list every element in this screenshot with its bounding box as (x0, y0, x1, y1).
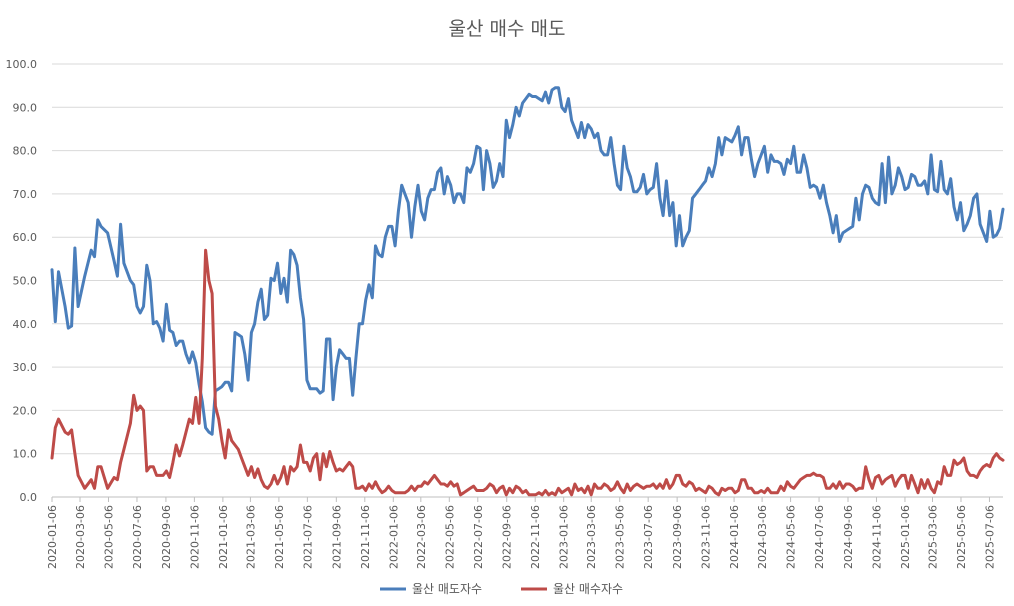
x-tick-label: 2022-11-06 (529, 505, 542, 569)
x-tick-label: 2025-01-06 (899, 505, 912, 569)
y-tick-label: 10.0 (13, 448, 38, 461)
x-tick-label: 2023-03-06 (585, 505, 598, 569)
x-tick-label: 2020-03-06 (74, 505, 87, 569)
x-tick-label: 2023-07-06 (642, 505, 655, 569)
gridlines (52, 63, 1003, 498)
x-tick-label: 2025-05-06 (955, 505, 968, 569)
x-tick-label: 2022-07-06 (472, 505, 485, 569)
x-tick-label: 2024-07-06 (813, 505, 826, 569)
legend-label: 울산 매도자수 (412, 582, 482, 596)
y-tick-label: 70.0 (13, 188, 38, 201)
y-tick-label: 30.0 (13, 361, 38, 374)
x-tick-label: 2021-07-06 (301, 505, 314, 569)
x-tick-label: 2025-03-06 (927, 505, 940, 569)
x-tick-label: 2021-09-06 (330, 505, 343, 569)
x-tick-label: 2021-01-06 (217, 505, 230, 569)
x-tick-label: 2022-03-06 (415, 505, 428, 569)
x-tick-label: 2023-01-06 (558, 505, 571, 569)
y-tick-label: 60.0 (13, 231, 38, 244)
legend-label: 울산 매수자수 (553, 582, 623, 596)
x-tick-label: 2020-01-06 (46, 505, 59, 569)
x-tick-label: 2020-09-06 (160, 505, 173, 569)
x-tick-label: 2025-09-06 (1012, 505, 1014, 569)
series-line-seller (50, 86, 1005, 436)
y-tick-label: 90.0 (13, 101, 38, 114)
x-tick-label: 2023-11-06 (700, 505, 713, 569)
x-tick-label: 2024-11-06 (870, 505, 883, 569)
series-lines (50, 86, 1005, 497)
y-tick-label: 50.0 (13, 275, 38, 288)
x-tick-label: 2020-11-06 (188, 505, 201, 569)
x-tick-label: 2021-05-06 (273, 505, 286, 569)
x-tick-label: 2021-11-06 (359, 505, 372, 569)
x-tick-label: 2023-05-06 (614, 505, 627, 569)
x-tick-label: 2022-01-06 (387, 505, 400, 569)
x-tick-label: 2022-05-06 (443, 505, 456, 569)
y-tick-label: 100.0 (6, 58, 38, 71)
y-tick-label: 80.0 (13, 145, 38, 158)
x-tick-label: 2025-07-06 (983, 505, 996, 569)
x-tick-label: 2024-01-06 (728, 505, 741, 569)
legend: 울산 매도자수 울산 매수자수 (380, 582, 623, 596)
x-tick-label: 2023-09-06 (671, 505, 684, 569)
y-tick-label: 40.0 (13, 318, 38, 331)
series-line-buyer (50, 248, 1005, 497)
x-tick-label: 2024-03-06 (756, 505, 769, 569)
x-tick-label: 2020-05-06 (102, 505, 115, 569)
x-tick-label: 2024-05-06 (785, 505, 798, 569)
y-tick-label: 0.0 (20, 491, 38, 504)
x-axis: 2020-01-06 2020-03-06 2020-05-06 2020-07-06… (46, 497, 1014, 569)
y-tick-label: 20.0 (13, 404, 38, 417)
y-axis: 0.0 10.0 20.0 30.0 40.0 50.0 60.0 70.0 80.0 90.0 1… (6, 58, 38, 504)
x-tick-label: 2024-09-06 (842, 505, 855, 569)
x-tick-label: 2021-03-06 (244, 505, 257, 569)
chart-title: 울산 매수 매도 (449, 18, 566, 40)
x-tick-label: 2020-07-06 (131, 505, 144, 569)
x-tick-label: 2022-09-06 (501, 505, 514, 569)
